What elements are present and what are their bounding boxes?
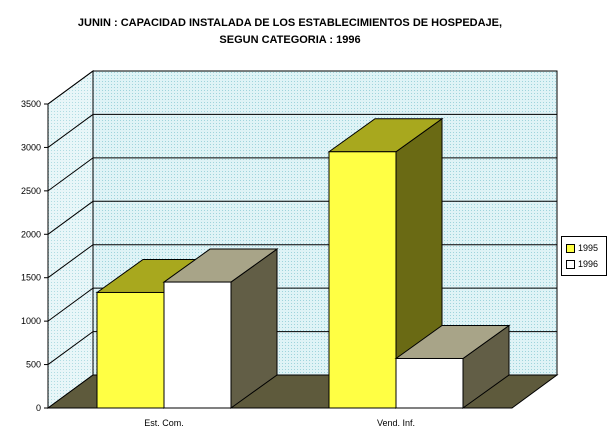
- y-tick-label: 3000: [21, 142, 41, 152]
- bar-est-com-1996: [162, 248, 279, 409]
- bar-est-com-1996-front: [163, 281, 232, 409]
- bar-est-com-1995-front: [96, 291, 165, 409]
- y-tick-label: 2500: [21, 186, 41, 196]
- y-tick-label: 0: [36, 403, 41, 413]
- y-tick-label: 500: [26, 360, 41, 370]
- legend-item-1995: 1995: [566, 242, 598, 254]
- legend-swatch-1995: [566, 244, 575, 254]
- gridline: [47, 113, 557, 148]
- bar-vend-inf-1995-front: [328, 151, 397, 409]
- bar-vend-inf-1996-front: [395, 357, 464, 409]
- legend: 1995 1996: [561, 236, 607, 276]
- bar-vend-inf-1996: [394, 324, 511, 409]
- legend-label-1995: 1995: [578, 243, 599, 253]
- gridline: [47, 70, 557, 105]
- y-tick-label: 2000: [21, 229, 41, 239]
- x-tick-label: Est. Com.: [144, 418, 184, 428]
- legend-label-1996: 1996: [578, 259, 599, 269]
- x-tick-label: Vend. Inf.: [377, 418, 415, 428]
- legend-swatch-1996: [566, 260, 575, 270]
- side-wall: [47, 70, 94, 409]
- chart-title-line-1: JUNIN : CAPACIDAD INSTALADA DE LOS ESTAB…: [77, 17, 503, 29]
- y-tick-label: 3500: [21, 99, 41, 109]
- chart-title-line-2: SEGUN CATEGORIA : 1996: [219, 34, 361, 46]
- y-tick-label: 1500: [21, 273, 41, 283]
- legend-item-1996: 1996: [566, 258, 598, 270]
- y-tick-label: 1000: [21, 316, 41, 326]
